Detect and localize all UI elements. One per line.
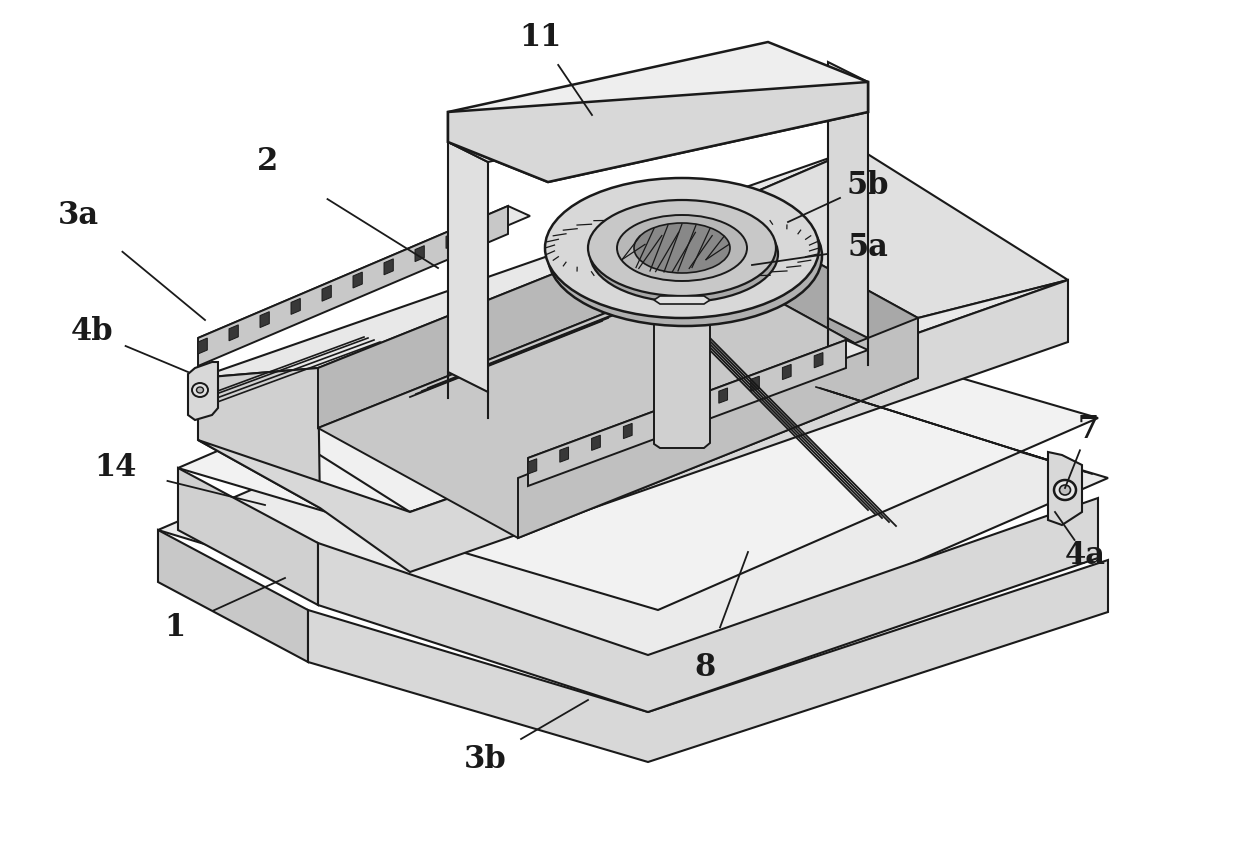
Ellipse shape xyxy=(192,383,208,397)
Text: 1: 1 xyxy=(165,613,186,644)
Polygon shape xyxy=(687,400,696,415)
Text: 5b: 5b xyxy=(847,169,889,201)
Text: 4a: 4a xyxy=(1064,540,1106,570)
Polygon shape xyxy=(446,233,455,249)
Text: 4b: 4b xyxy=(71,316,113,348)
Polygon shape xyxy=(198,206,529,348)
Ellipse shape xyxy=(548,186,822,326)
Text: 3a: 3a xyxy=(57,200,98,230)
Polygon shape xyxy=(198,206,508,366)
Polygon shape xyxy=(815,353,823,368)
Polygon shape xyxy=(653,300,711,448)
Text: 8: 8 xyxy=(694,652,715,684)
Polygon shape xyxy=(782,365,791,380)
Polygon shape xyxy=(828,92,868,338)
Polygon shape xyxy=(528,340,846,486)
Ellipse shape xyxy=(618,215,746,281)
Polygon shape xyxy=(157,530,308,662)
Polygon shape xyxy=(1048,452,1083,525)
Polygon shape xyxy=(448,82,868,182)
Polygon shape xyxy=(718,208,918,378)
Polygon shape xyxy=(198,280,1068,572)
Polygon shape xyxy=(718,148,1068,318)
Polygon shape xyxy=(260,311,269,327)
Polygon shape xyxy=(179,468,317,605)
Polygon shape xyxy=(655,411,663,426)
Polygon shape xyxy=(410,280,1068,512)
Ellipse shape xyxy=(1054,480,1076,500)
Text: 3b: 3b xyxy=(464,744,506,776)
Polygon shape xyxy=(624,423,632,438)
Polygon shape xyxy=(448,42,868,182)
Polygon shape xyxy=(415,245,424,261)
Polygon shape xyxy=(458,48,858,158)
Polygon shape xyxy=(528,340,868,468)
Polygon shape xyxy=(198,148,858,378)
Polygon shape xyxy=(591,435,600,450)
Ellipse shape xyxy=(196,387,203,393)
Text: 2: 2 xyxy=(258,146,279,178)
Text: 7: 7 xyxy=(1078,415,1099,446)
Polygon shape xyxy=(322,285,331,301)
Polygon shape xyxy=(477,219,486,235)
Polygon shape xyxy=(828,62,868,112)
Text: 11: 11 xyxy=(518,23,562,53)
Polygon shape xyxy=(308,560,1109,762)
Polygon shape xyxy=(653,296,711,304)
Polygon shape xyxy=(384,259,393,275)
Text: 5a: 5a xyxy=(848,233,888,263)
Ellipse shape xyxy=(634,223,730,273)
Ellipse shape xyxy=(590,206,777,302)
Polygon shape xyxy=(448,128,548,162)
Ellipse shape xyxy=(1059,485,1070,495)
Polygon shape xyxy=(528,459,537,474)
Polygon shape xyxy=(317,268,918,538)
Polygon shape xyxy=(317,498,1097,712)
Polygon shape xyxy=(198,338,207,354)
Polygon shape xyxy=(291,299,300,315)
Polygon shape xyxy=(317,208,718,428)
Polygon shape xyxy=(188,362,218,420)
Polygon shape xyxy=(198,368,518,512)
Ellipse shape xyxy=(546,178,818,318)
Polygon shape xyxy=(157,332,1109,678)
Text: 14: 14 xyxy=(94,453,136,484)
Polygon shape xyxy=(448,142,489,392)
Polygon shape xyxy=(353,272,362,288)
Polygon shape xyxy=(518,318,918,538)
Polygon shape xyxy=(179,278,1097,610)
Polygon shape xyxy=(719,388,728,404)
Polygon shape xyxy=(198,368,320,508)
Polygon shape xyxy=(559,447,569,462)
Polygon shape xyxy=(750,376,759,392)
Polygon shape xyxy=(229,325,238,341)
Ellipse shape xyxy=(588,200,776,296)
